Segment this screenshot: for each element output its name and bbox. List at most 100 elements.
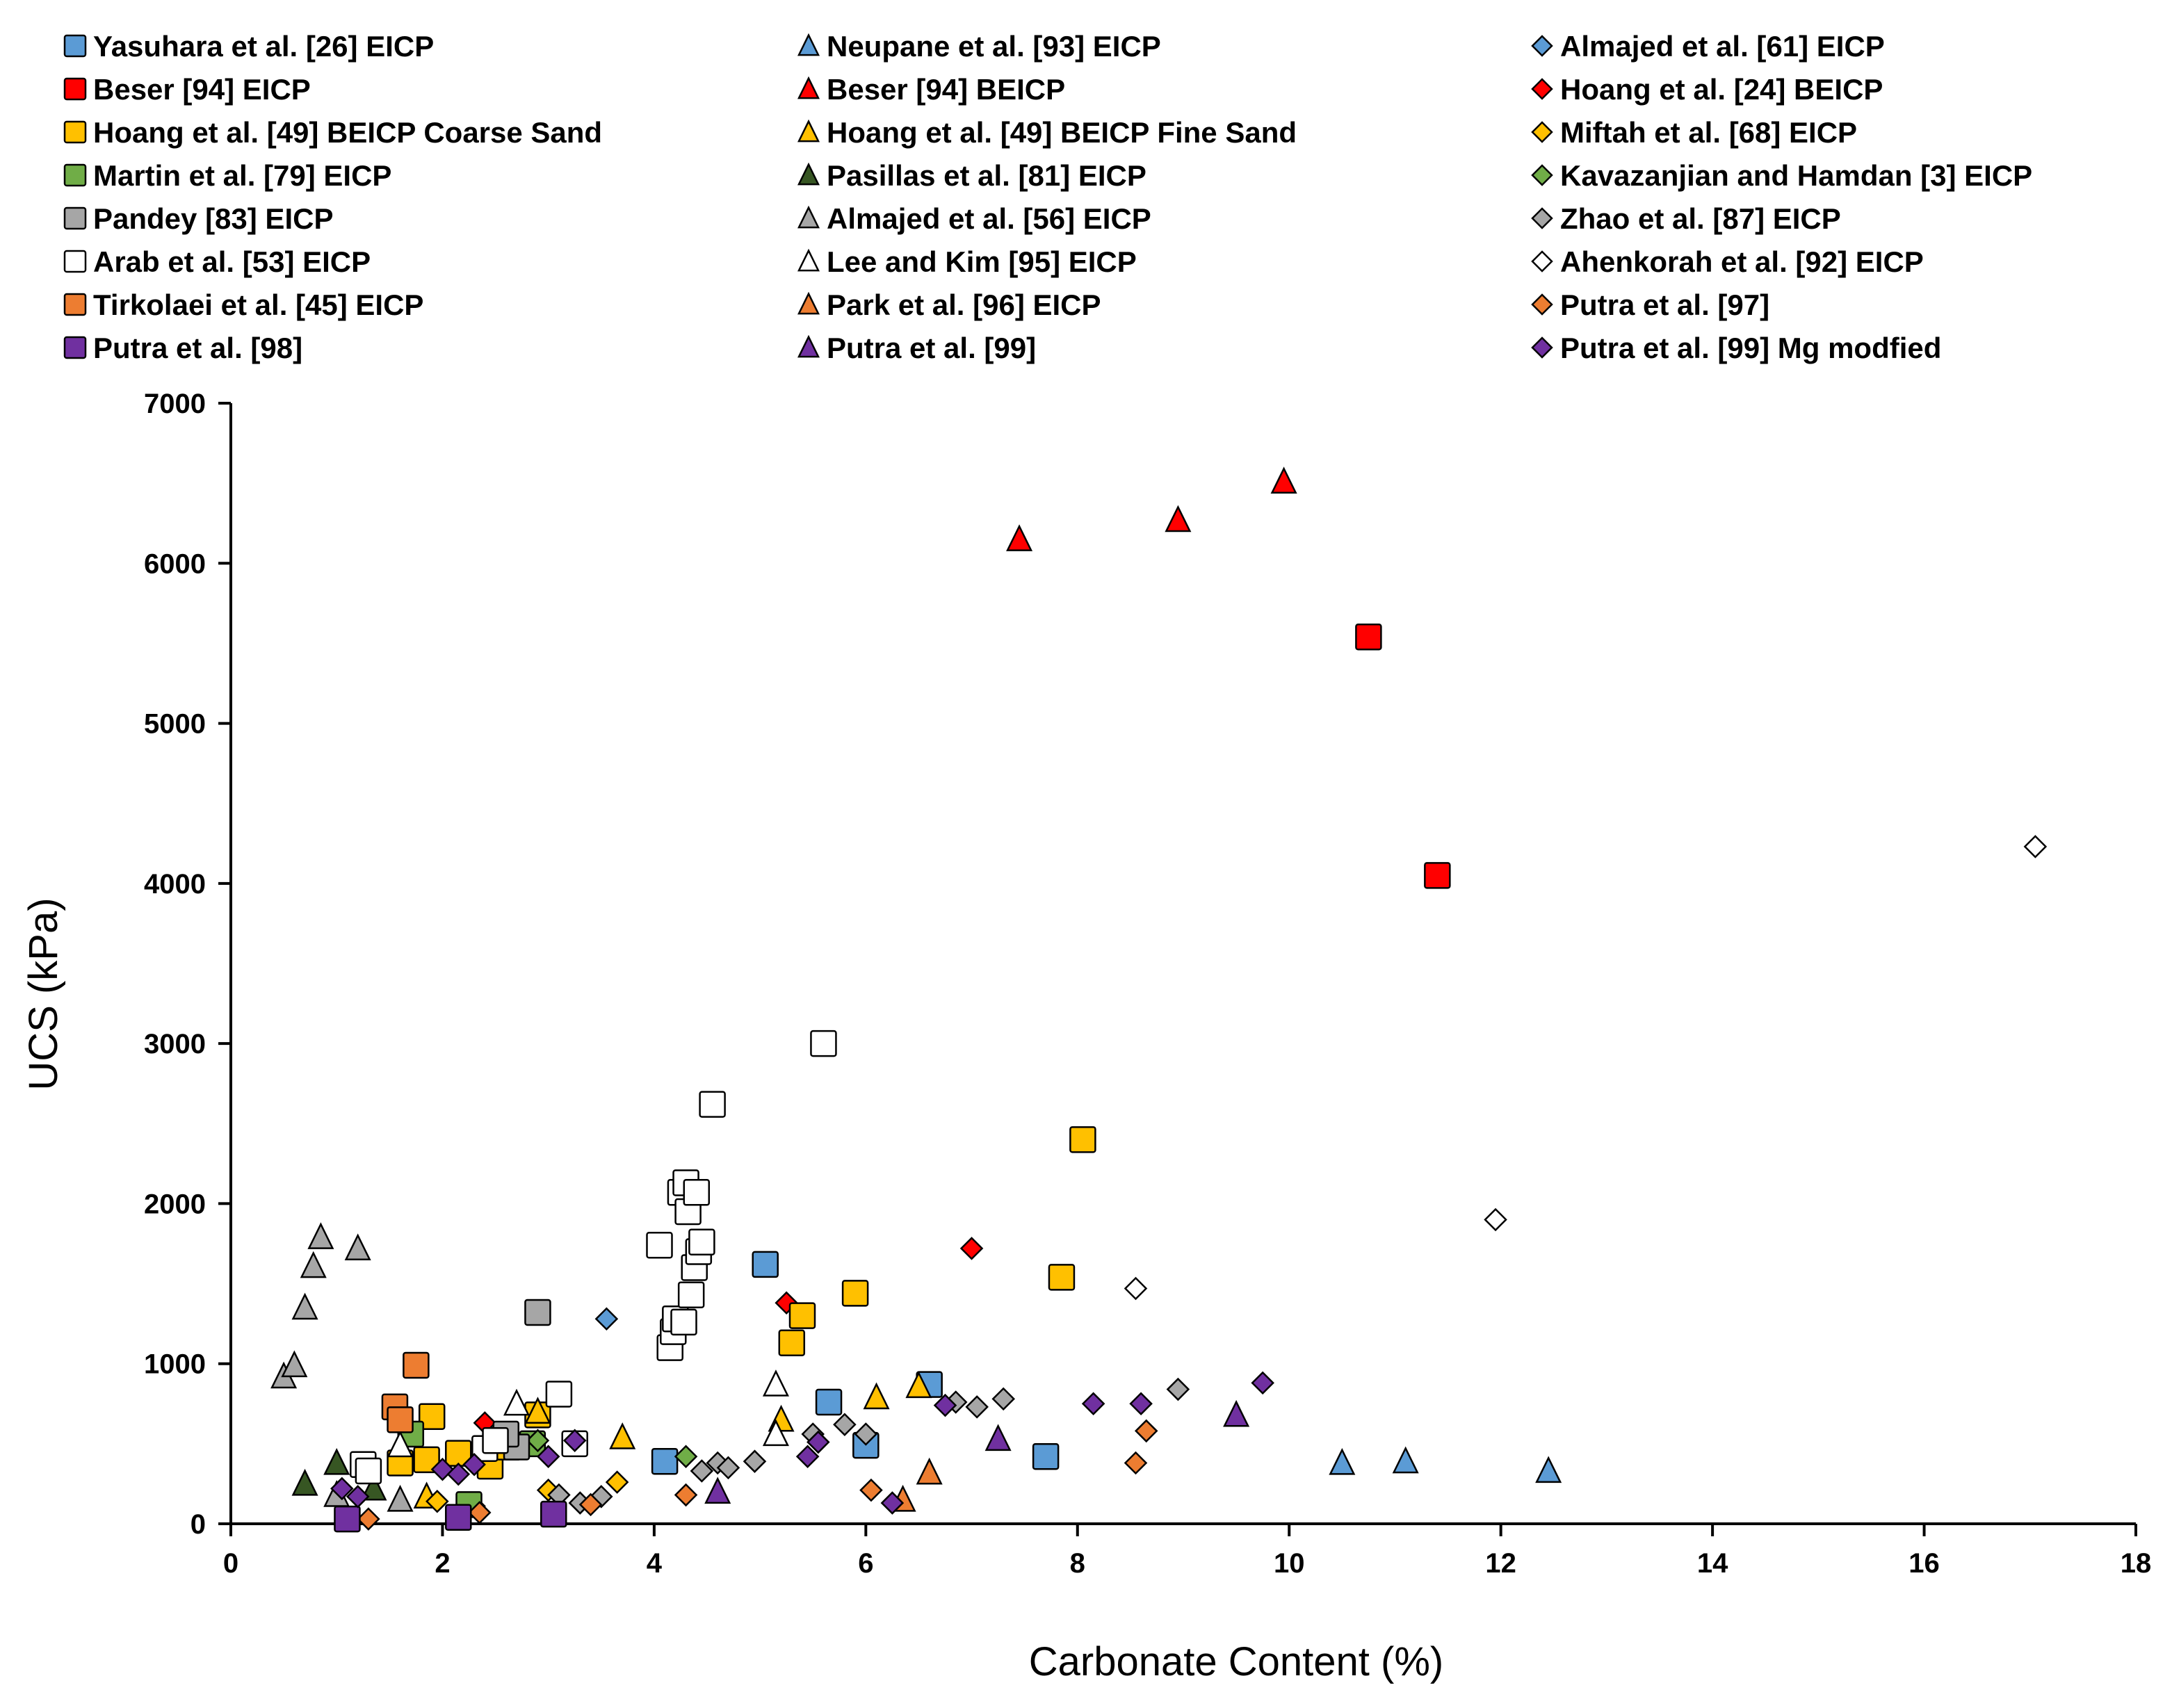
legend-label: Tirkolaei et al. [45] EICP <box>93 288 423 321</box>
data-point <box>677 1281 705 1308</box>
data-point <box>905 1371 932 1399</box>
legend-label: Park et al. [96] EICP <box>827 288 1101 321</box>
data-point <box>281 1350 308 1378</box>
legend-label: Putra et al. [97] <box>1560 288 1769 321</box>
data-point <box>1069 1126 1096 1153</box>
data-point <box>357 1507 380 1531</box>
y-tick-label: 3000 <box>144 1029 206 1059</box>
y-tick-label: 0 <box>191 1509 206 1540</box>
legend-label: Almajed et al. [56] EICP <box>827 202 1151 235</box>
data-point <box>841 1280 869 1307</box>
legend-label: Almajed et al. [61] EICP <box>1560 30 1885 63</box>
data-point <box>1251 1371 1274 1395</box>
x-tick-label: 6 <box>858 1548 873 1579</box>
legend-marker <box>1531 35 1553 57</box>
data-point <box>344 1233 371 1261</box>
data-point <box>387 1430 414 1458</box>
y-axis-title: UCS (kPa) <box>21 897 66 1090</box>
data-point <box>646 1232 673 1259</box>
y-tick-label: 6000 <box>144 548 206 579</box>
legend-marker <box>63 250 87 273</box>
data-point <box>503 1388 530 1416</box>
data-point <box>360 1473 387 1501</box>
data-point <box>984 1424 1012 1451</box>
data-point <box>965 1395 989 1419</box>
legend-marker <box>797 162 820 186</box>
data-point <box>1392 1446 1419 1474</box>
legend-marker <box>1531 336 1553 359</box>
data-point <box>1166 1377 1190 1401</box>
x-tick-label: 2 <box>435 1548 450 1579</box>
legend-label: Hoang et al. [49] BEICP Coarse Sand <box>93 116 602 149</box>
legend-label: Neupane et al. [93] EICP <box>827 30 1161 63</box>
legend-marker <box>63 336 87 359</box>
data-point <box>1223 1399 1250 1427</box>
data-point <box>387 1484 414 1512</box>
x-tick-label: 14 <box>1697 1548 1728 1579</box>
legend-label: Putra et al. [99] <box>827 332 1036 364</box>
data-point <box>863 1382 890 1410</box>
data-point <box>307 1222 334 1249</box>
data-point <box>683 1179 711 1206</box>
legend-label: Yasuhara et al. [26] EICP <box>93 30 434 63</box>
data-point <box>526 1429 550 1453</box>
data-point <box>540 1500 567 1528</box>
data-point <box>743 1449 767 1473</box>
x-tick-label: 0 <box>223 1548 238 1579</box>
data-point <box>446 1462 471 1486</box>
data-point <box>762 1419 789 1447</box>
ticks: 0 2 4 6 8 10 12 14 16 18 0 1000 2000 3000 4000 5000 6000… <box>144 389 2151 1579</box>
data-point <box>880 1491 905 1515</box>
data-point <box>482 1427 509 1454</box>
x-tick-label: 4 <box>647 1548 663 1579</box>
legend-marker <box>63 34 87 58</box>
legend-marker <box>797 291 820 315</box>
y-tick-label: 5000 <box>144 709 206 740</box>
data-point <box>651 1447 679 1475</box>
legend-label: Lee and Kim [95] EICP <box>827 245 1137 278</box>
data-point <box>778 1329 806 1357</box>
legend-marker <box>1531 164 1553 186</box>
data-point <box>670 1308 697 1336</box>
y-tick-label: 4000 <box>144 869 206 900</box>
data-point <box>674 1445 698 1469</box>
legend-label: Zhao et al. [87] EICP <box>1560 202 1841 235</box>
legend-label: Beser [94] BEICP <box>827 73 1065 106</box>
data-point <box>810 1030 837 1057</box>
data-point <box>704 1477 731 1504</box>
legend-label: Pandey [83] EICP <box>93 202 333 235</box>
data-point <box>330 1477 354 1501</box>
data-point <box>387 1406 414 1433</box>
data-point <box>1355 623 1382 651</box>
legend-label: Kavazanjian and Hamdan [3] EICP <box>1560 159 2032 192</box>
data-point <box>1165 505 1192 532</box>
data-point <box>2023 835 2048 859</box>
data-point <box>674 1483 698 1507</box>
legend-label: Ahenkorah et al. [92] EICP <box>1560 245 1924 278</box>
data-point <box>291 1292 318 1320</box>
data-point <box>403 1351 430 1379</box>
x-tick-label: 16 <box>1908 1548 1940 1579</box>
data-point <box>355 1457 382 1485</box>
y-tick-label: 7000 <box>144 389 206 419</box>
legend: Yasuhara et al. [26] EICP Neupane et al. … <box>63 30 2032 364</box>
data-point <box>578 1493 603 1517</box>
legend-marker <box>1531 207 1553 229</box>
data-point <box>323 1447 350 1475</box>
x-axis-title: Carbonate Content (%) <box>1029 1639 1443 1684</box>
legend-marker <box>1531 78 1553 100</box>
data-point <box>467 1501 492 1524</box>
legend-marker <box>1531 121 1553 143</box>
legend-marker <box>797 334 820 358</box>
data-point <box>959 1237 984 1260</box>
data-point <box>859 1478 883 1502</box>
data-point <box>716 1456 740 1480</box>
data-point <box>413 1446 440 1474</box>
legend-marker <box>63 206 87 230</box>
legend-label: Beser [94] EICP <box>93 73 311 106</box>
data-point <box>346 1485 370 1508</box>
legend-label: Putra et al. [99] Mg modfied <box>1560 332 1941 364</box>
data-point <box>609 1422 636 1449</box>
data-point <box>699 1091 726 1118</box>
